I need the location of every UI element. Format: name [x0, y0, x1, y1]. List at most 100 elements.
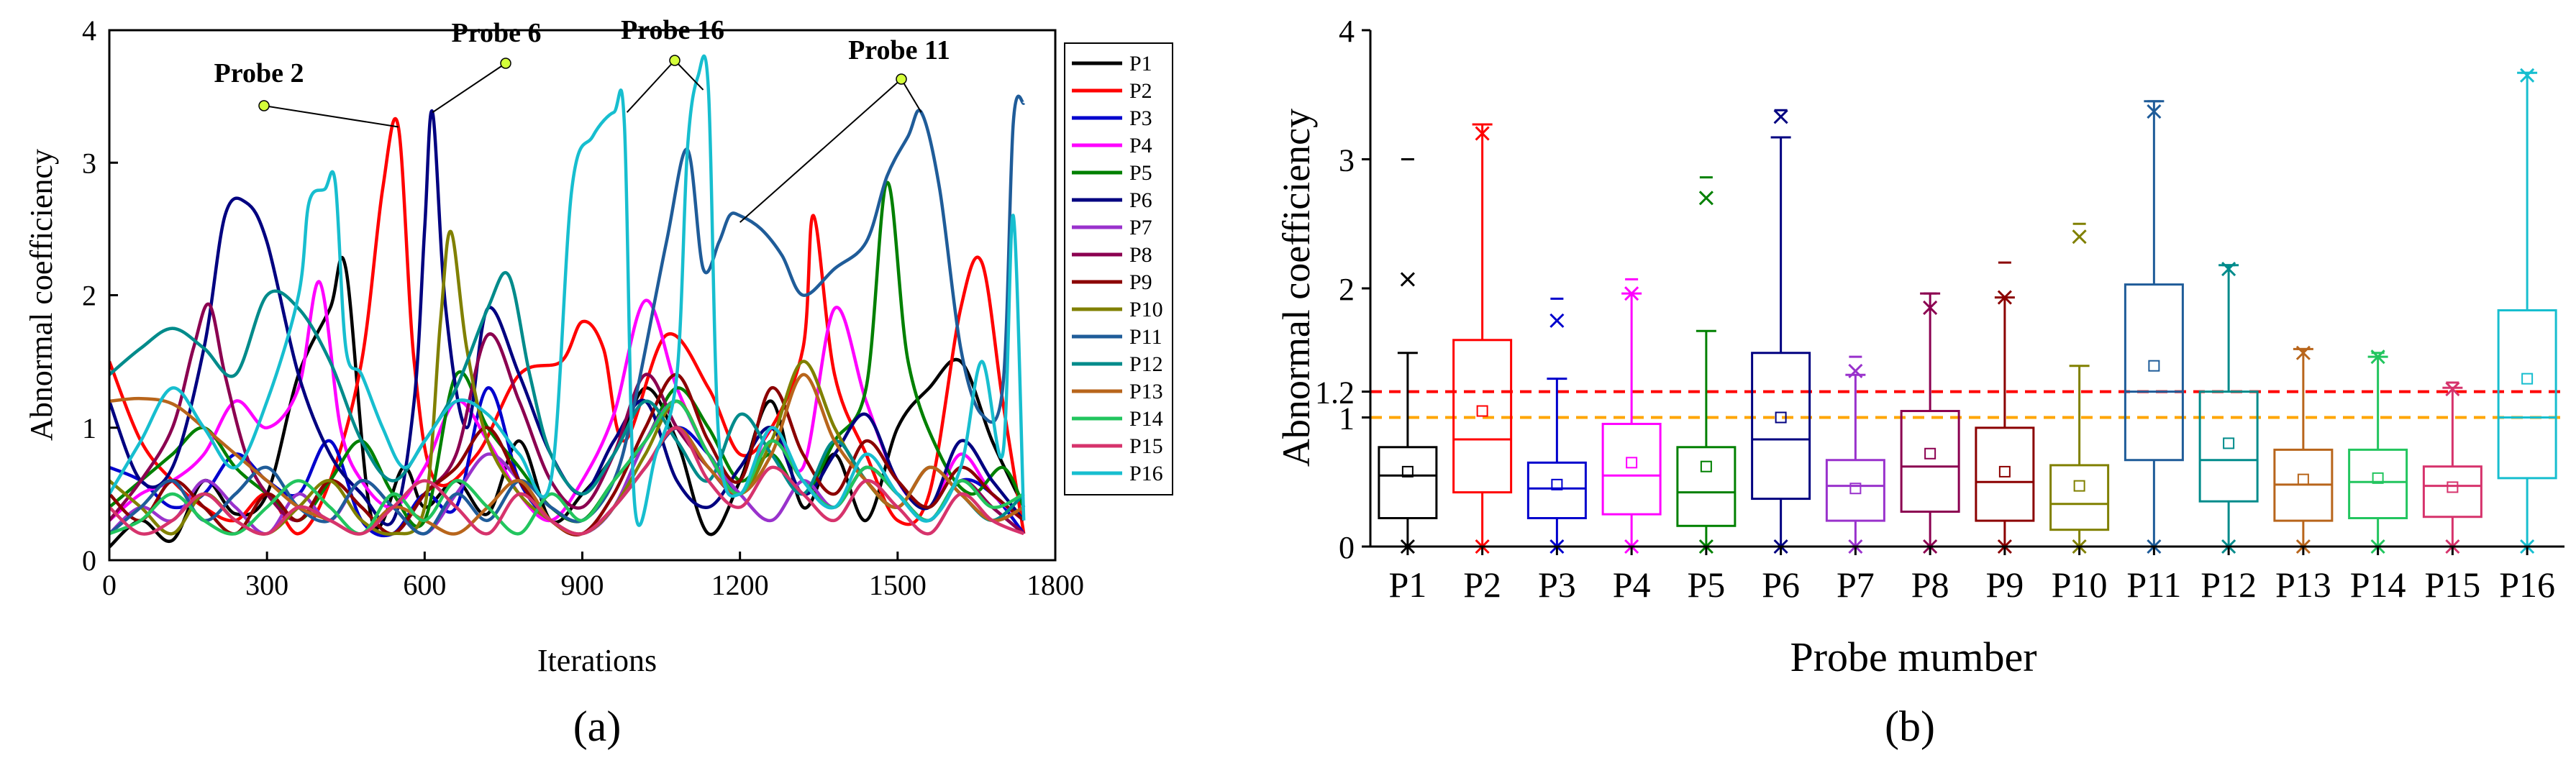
legend-label: P2 — [1129, 79, 1152, 103]
panel-a-x-axis-label: Iterations — [537, 643, 657, 678]
annotation-leader-line — [432, 63, 506, 114]
y-tick-label: 0 — [1339, 530, 1355, 565]
legend-label: P12 — [1129, 352, 1163, 376]
x-tick-label: P13 — [2275, 565, 2331, 605]
box-body-p8 — [1900, 410, 1960, 513]
legend-label: P6 — [1129, 188, 1152, 212]
annotation-leader-line — [626, 60, 675, 113]
box-body-p9 — [1975, 426, 2035, 522]
x-tick-label: P15 — [2424, 565, 2480, 605]
x-tick-label: P6 — [1762, 565, 1800, 605]
x-tick-label: P7 — [1837, 565, 1875, 605]
box-mean-p4 — [1626, 457, 1638, 469]
legend-label: P5 — [1129, 161, 1152, 185]
box-p99-marker-p16 — [2520, 68, 2535, 83]
box-body-p4 — [1601, 422, 1662, 516]
box-mean-p8 — [1924, 447, 1936, 460]
box-mean-p1 — [1401, 465, 1414, 478]
box-mean-p11 — [2148, 360, 2160, 372]
box-body-p6 — [1751, 352, 1811, 501]
box-body-p2 — [1452, 339, 1513, 494]
annotation-dot — [500, 58, 511, 69]
legend-label: P15 — [1129, 434, 1163, 458]
panel-a-axis-ticks: 0 300 600 900 1200 1500 1800 0 1 2 3 4 — [82, 14, 1084, 601]
x-tick-label: 0 — [102, 569, 117, 601]
x-tick-label: 1800 — [1027, 569, 1084, 601]
box-mean-p12 — [2223, 437, 2235, 449]
y-tick-label: 1 — [1339, 401, 1355, 437]
series-line-p4 — [109, 280, 1025, 523]
box-body-p11 — [2124, 283, 2184, 462]
series-line-p14 — [109, 399, 1025, 536]
box-body-p5 — [1676, 446, 1737, 527]
box-body-p14 — [2348, 448, 2408, 520]
x-tick-label: 900 — [561, 569, 604, 601]
legend-label: P16 — [1129, 462, 1163, 485]
x-tick-label: P1 — [1388, 565, 1426, 605]
x-tick-label: 300 — [245, 569, 288, 601]
series-line-p6 — [109, 109, 1025, 526]
box-body-p10 — [2049, 464, 2110, 531]
box-p99-marker-p9 — [1997, 290, 2012, 305]
annotation-leader-line — [739, 78, 902, 223]
box-p99-marker-p7 — [1848, 363, 1863, 378]
series-line-p1 — [109, 255, 1026, 549]
box-body-p15 — [2422, 465, 2482, 518]
box-mean-p2 — [1476, 405, 1488, 417]
box-body-p1 — [1378, 446, 1438, 520]
x-tick-label: P14 — [2350, 565, 2406, 605]
x-tick-label: P8 — [1911, 565, 1949, 605]
legend-label: P8 — [1129, 243, 1152, 267]
x-tick-label: 1200 — [711, 569, 769, 601]
annotation-label: Probe 16 — [621, 15, 724, 45]
y-tick-label: 4 — [1339, 14, 1355, 49]
box-p99-marker-p5 — [1698, 191, 1713, 206]
box-p99-marker-p3 — [1549, 313, 1565, 328]
x-tick-label: P3 — [1538, 565, 1576, 605]
annotation-dot — [669, 55, 681, 66]
x-tick-label: P16 — [2499, 565, 2555, 605]
box-mean-p3 — [1551, 478, 1563, 490]
annotation-dot — [258, 100, 270, 111]
legend-label: P11 — [1129, 325, 1162, 349]
y-tick-label: 4 — [82, 14, 96, 47]
panel-a-legend: P1 P2 P3 P4 P5 P6 P7 P8 P9 P10 P11 P12 P13 P14 P15 P16 — [1064, 42, 1173, 495]
box-mean-p10 — [2073, 480, 2085, 492]
box-mean-p16 — [2521, 373, 2534, 385]
x-tick-label: P9 — [1985, 565, 2024, 605]
annotation-label: Probe 2 — [214, 58, 304, 88]
annotation-leader-line — [263, 105, 399, 128]
box-body-p12 — [2198, 390, 2259, 503]
legend-label: P9 — [1129, 270, 1152, 294]
box-mean-p13 — [2297, 473, 2309, 485]
panel-b-y-axis-label: Abnormal coefficiency — [1275, 109, 1318, 467]
x-tick-label: P12 — [2200, 565, 2257, 605]
box-mean-p9 — [1998, 465, 2011, 478]
box-mean-p7 — [1849, 483, 1862, 495]
box-mean-p5 — [1700, 460, 1712, 472]
box-mean-p15 — [2447, 481, 2459, 493]
panel-b-boxes-group — [1370, 68, 2564, 554]
x-tick-label: P2 — [1463, 565, 1501, 605]
x-tick-label: P4 — [1613, 565, 1651, 605]
box-p99-marker-p11 — [2147, 104, 2162, 119]
y-tick-label: 0 — [82, 544, 96, 577]
y-tick-label: 2 — [1339, 272, 1355, 307]
panel-b-box-chart: 0 11.2 2 3 4 P1 P2 P3 P4 P5 P6 P7 P8 P9 P10 P11 P12 P13 P1… — [1275, 14, 2564, 750]
legend-label: P1 — [1129, 52, 1152, 76]
box-mean-p6 — [1775, 411, 1787, 424]
panel-a-series-group — [109, 54, 1026, 549]
x-tick-label: P10 — [2052, 565, 2108, 605]
panel-b-x-axis-label: Probe mumber — [1790, 634, 2036, 680]
legend-label: P4 — [1129, 134, 1152, 157]
x-tick-label: P5 — [1687, 565, 1725, 605]
x-tick-label: P11 — [2126, 565, 2181, 605]
annotation-label: Probe 11 — [848, 35, 950, 65]
panel-b-label: (b) — [1885, 703, 1935, 750]
box-p99-marker-p6 — [1773, 109, 1788, 124]
annotation-dot — [896, 73, 907, 85]
panel-a-y-axis-label: Abnormal coefficiency — [24, 149, 59, 441]
legend-label: P7 — [1129, 216, 1152, 239]
